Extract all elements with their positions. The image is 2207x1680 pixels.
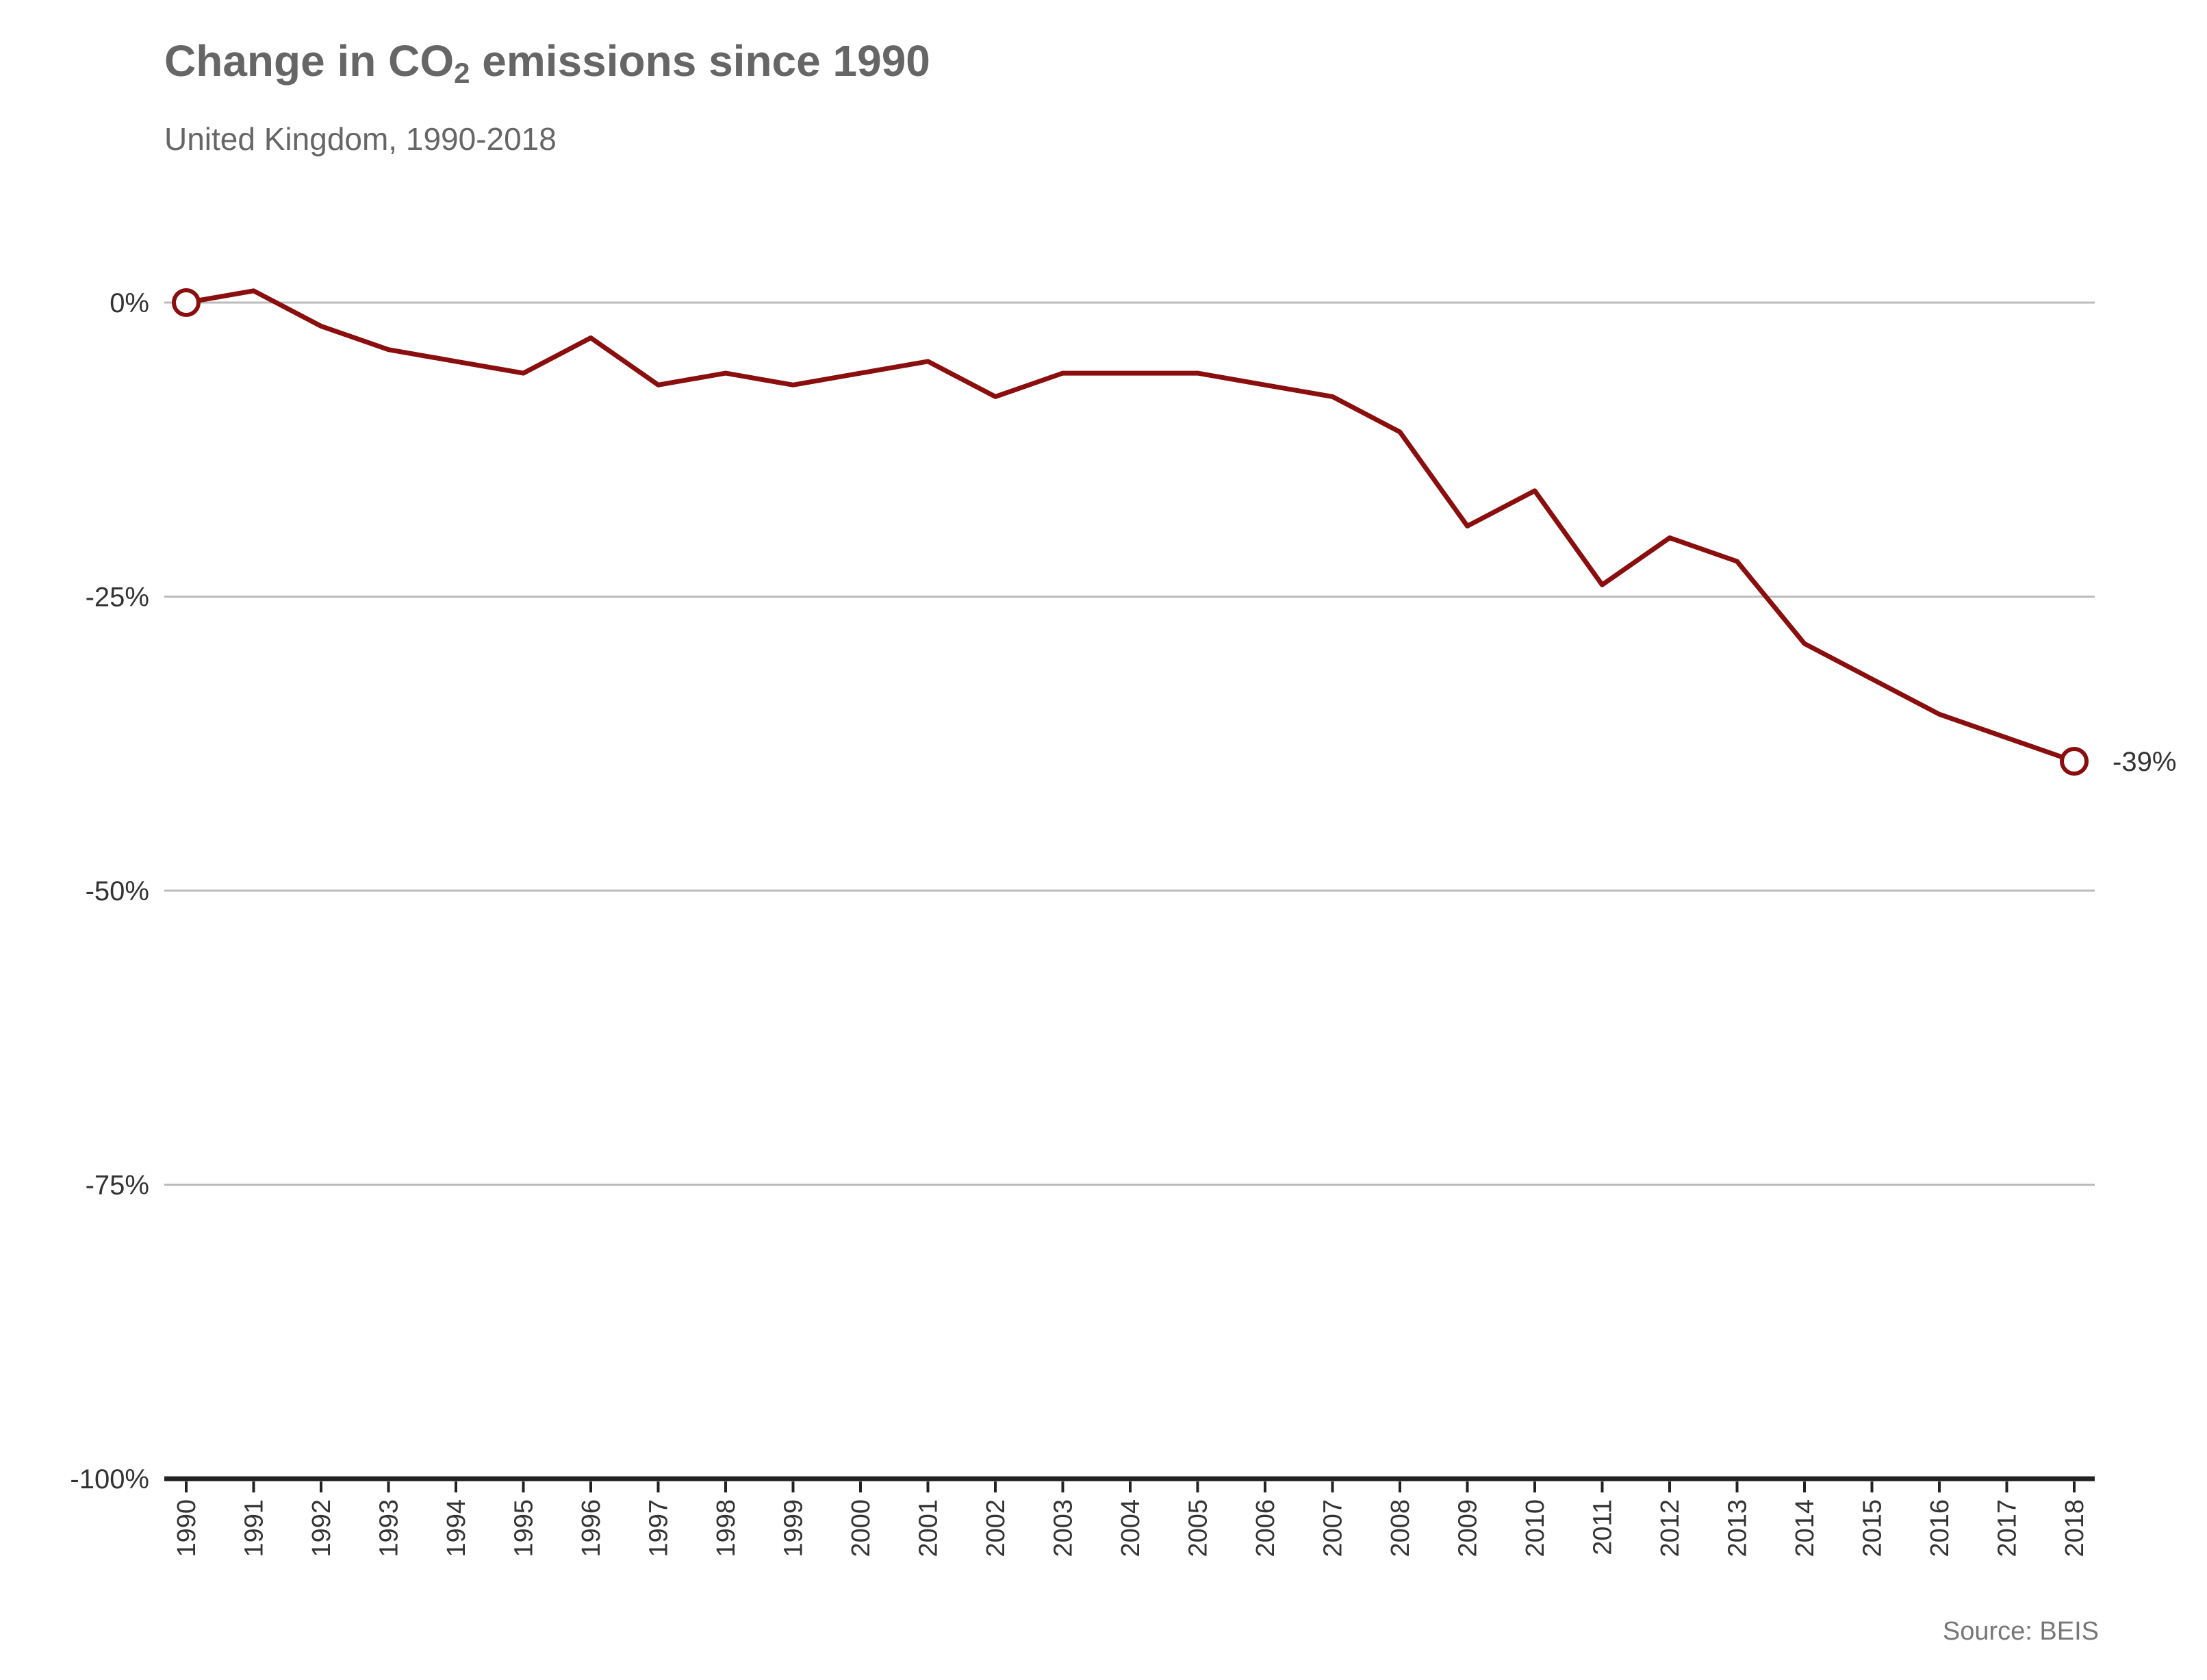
title-text-pre: Change in CO xyxy=(164,36,455,86)
x-tick-label: 1993 xyxy=(375,1499,404,1557)
x-tick-label: 2016 xyxy=(1926,1499,1954,1557)
series-group: -39% xyxy=(172,288,2176,777)
x-tick-label: 2011 xyxy=(1589,1499,1618,1555)
x-tick-label: 1994 xyxy=(442,1499,471,1557)
x-tick-label: 2015 xyxy=(1859,1499,1887,1557)
end-value-label: -39% xyxy=(2113,747,2176,777)
series-line xyxy=(183,288,2077,764)
x-tick-label: 1995 xyxy=(510,1499,539,1557)
x-tick-label: 2002 xyxy=(982,1499,1010,1557)
x-tick-label: 2001 xyxy=(915,1499,943,1557)
x-tick-label: 2014 xyxy=(1791,1499,1820,1557)
x-tick-label: 2005 xyxy=(1184,1499,1213,1557)
y-tick-label: -25% xyxy=(86,583,149,613)
title-text-post: emissions since 1990 xyxy=(470,36,930,86)
x-tick-label: 1990 xyxy=(173,1499,201,1557)
x-tick-label: 2004 xyxy=(1117,1499,1145,1557)
x-tick-label: 2013 xyxy=(1724,1499,1752,1557)
x-tick-label: 2008 xyxy=(1386,1499,1415,1557)
source-note: Source: BEIS xyxy=(1942,1617,2099,1646)
start-point-marker xyxy=(172,288,201,317)
x-tick-label: 1997 xyxy=(645,1499,674,1557)
x-tick-label: 2018 xyxy=(2061,1499,2089,1557)
y-tick-label: -100% xyxy=(70,1464,149,1494)
x-tick-label: 1998 xyxy=(712,1499,741,1557)
x-tick-label: 2006 xyxy=(1251,1499,1280,1557)
end-point-marker xyxy=(2060,747,2089,776)
x-tick-label: 1996 xyxy=(577,1499,606,1557)
x-axis-ticks: 1990 1991 1992 1993 1994 1995 1996 1997 1998 1999… xyxy=(173,1481,2089,1557)
y-axis-ticks: 0% -25% -50% -75% -100% xyxy=(70,288,149,1494)
x-tick-label: 2000 xyxy=(847,1499,876,1557)
x-tick-label: 1992 xyxy=(307,1499,336,1557)
x-tick-label: 2007 xyxy=(1319,1499,1348,1557)
title-subscript: 2 xyxy=(454,57,470,89)
x-tick-label: 1999 xyxy=(780,1499,808,1557)
x-tick-label: 2003 xyxy=(1049,1499,1078,1557)
chart-title: Change in CO2 emissions since 1990 xyxy=(164,36,930,90)
x-tick-label: 2017 xyxy=(1993,1499,2022,1557)
gridlines xyxy=(164,301,2095,1481)
y-tick-label: 0% xyxy=(110,288,149,318)
x-tick-label: 2009 xyxy=(1454,1499,1483,1557)
x-tick-label: 2010 xyxy=(1521,1499,1550,1557)
chart-subtitle: United Kingdom, 1990-2018 xyxy=(164,121,557,157)
y-tick-label: -75% xyxy=(86,1171,149,1201)
x-tick-label: 1991 xyxy=(240,1499,269,1557)
y-tick-label: -50% xyxy=(86,876,149,906)
x-tick-label: 2012 xyxy=(1656,1499,1685,1557)
